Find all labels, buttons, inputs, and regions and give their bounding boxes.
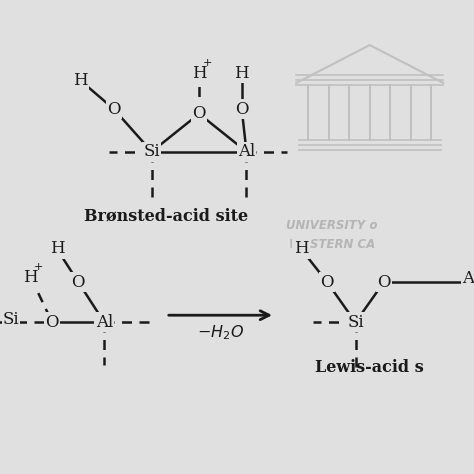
Text: +: + xyxy=(34,262,44,272)
Text: WESTERN CA: WESTERN CA xyxy=(289,237,375,251)
Text: Si: Si xyxy=(2,310,19,328)
Text: UNIVERSITY o: UNIVERSITY o xyxy=(286,219,378,232)
Text: H: H xyxy=(73,72,88,89)
Text: +: + xyxy=(202,58,212,68)
Text: H: H xyxy=(235,65,249,82)
Text: O: O xyxy=(192,105,206,122)
Text: Si: Si xyxy=(347,314,364,331)
Text: O: O xyxy=(46,314,59,331)
Text: H: H xyxy=(24,269,38,286)
Text: Al: Al xyxy=(96,314,113,331)
Text: Si: Si xyxy=(143,143,160,160)
Text: Lewis-acid s: Lewis-acid s xyxy=(315,359,424,376)
Text: Al: Al xyxy=(238,143,255,160)
Text: O: O xyxy=(235,100,248,118)
Text: Brønsted-acid site: Brønsted-acid site xyxy=(84,207,248,224)
Text: A: A xyxy=(462,270,474,287)
Text: O: O xyxy=(377,273,391,291)
Text: H: H xyxy=(50,240,64,257)
Text: H: H xyxy=(192,65,206,82)
Text: O: O xyxy=(320,273,334,291)
Text: O: O xyxy=(107,100,120,118)
Text: H: H xyxy=(294,240,308,257)
Text: O: O xyxy=(72,273,85,291)
Text: $-H_2O$: $-H_2O$ xyxy=(197,323,244,342)
